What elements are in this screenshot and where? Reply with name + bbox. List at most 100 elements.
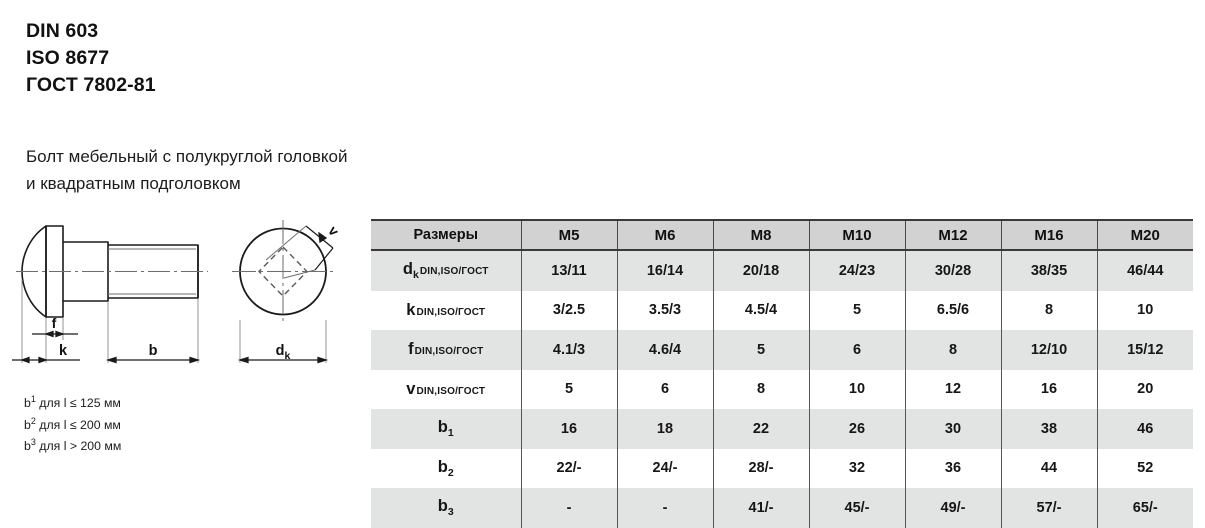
header-col-m20: M20 bbox=[1096, 219, 1193, 251]
cell-m10: 6 bbox=[808, 330, 905, 370]
cell-m20: 15/12 bbox=[1096, 330, 1193, 370]
cell-m8: 20/18 bbox=[712, 250, 809, 291]
row-label-main: b bbox=[437, 497, 448, 516]
cell-m8: 8 bbox=[712, 369, 809, 409]
cell-m5: 4.1/3 bbox=[520, 330, 617, 370]
row-label: b1 bbox=[371, 409, 521, 449]
row-label-subscript: 3 bbox=[447, 506, 454, 519]
table-row: b2 22/- 24/- 28/- 32 36 44 52 bbox=[371, 448, 1193, 488]
row-label-standards: DIN,ISO/ГОСТ bbox=[416, 306, 486, 318]
standards-list: DIN 603 ISO 8677 ГОСТ 7802-81 bbox=[26, 18, 156, 99]
centerline-front-view bbox=[232, 220, 334, 323]
square-neck-dashed bbox=[258, 245, 308, 298]
row-label-subscript: 1 bbox=[447, 427, 454, 440]
cell-m6: - bbox=[616, 488, 713, 528]
row-label: fDIN,ISO/ГОСТ bbox=[371, 330, 521, 370]
cell-m6: 3.5/3 bbox=[616, 290, 713, 330]
cell-m8: 5 bbox=[712, 330, 809, 370]
dimension-label-k: k bbox=[59, 343, 68, 359]
cell-m16: 8 bbox=[1000, 290, 1097, 330]
footnotes: b1 для l ≤ 125 мм b2 для l ≤ 200 мм b3 д… bbox=[24, 391, 121, 456]
cell-m8: 28/- bbox=[712, 448, 809, 488]
header-col-m10: M10 bbox=[808, 219, 905, 251]
cell-m6: 6 bbox=[616, 369, 713, 409]
cell-m5: 5 bbox=[520, 369, 617, 409]
row-label-main: b bbox=[437, 457, 448, 476]
table-row: fDIN,ISO/ГОСТ 4.1/3 4.6/4 5 6 8 12/10 15/12 bbox=[371, 330, 1193, 370]
row-label-main: b bbox=[437, 418, 448, 437]
dimension-line-k bbox=[12, 356, 80, 364]
cell-m12: 8 bbox=[904, 330, 1001, 370]
extension-lines bbox=[21, 280, 327, 363]
cell-m20: 46 bbox=[1096, 409, 1193, 449]
cell-m16: 12/10 bbox=[1000, 330, 1097, 370]
footnote-b1: b1 для l ≤ 125 мм bbox=[24, 394, 121, 411]
row-label: dkDIN,ISO/ГОСТ bbox=[371, 250, 521, 291]
cell-m5: - bbox=[520, 488, 617, 528]
cell-m16: 57/- bbox=[1000, 488, 1097, 528]
cell-m20: 10 bbox=[1096, 290, 1193, 330]
carriage-bolt-drawing: f k b bbox=[8, 200, 368, 380]
bolt-square-neck bbox=[45, 225, 64, 318]
header-col-m5: M5 bbox=[520, 219, 617, 251]
table-row: kDIN,ISO/ГОСТ 3/2.5 3.5/3 4.5/4 5 6.5/6 8 10 bbox=[371, 290, 1193, 330]
cell-m5: 13/11 bbox=[520, 250, 617, 291]
cell-m16: 38/35 bbox=[1000, 250, 1097, 291]
table-row: b1 16 18 22 26 30 38 46 bbox=[371, 409, 1193, 449]
row-label: b3 bbox=[371, 488, 521, 528]
cell-m20: 20 bbox=[1096, 369, 1193, 409]
standard-iso: ISO 8677 bbox=[26, 47, 110, 69]
row-label-main: v bbox=[406, 379, 416, 398]
row-label-main: f bbox=[408, 340, 414, 359]
table-header-row: Размеры M5 M6 M8 M10 M12 M16 M20 bbox=[371, 219, 1193, 251]
cell-m12: 49/- bbox=[904, 488, 1001, 528]
footnote-b3: b3 для l > 200 мм bbox=[24, 437, 122, 454]
cell-m12: 30/28 bbox=[904, 250, 1001, 291]
cell-m12: 36 bbox=[904, 448, 1001, 488]
cell-m5: 16 bbox=[520, 409, 617, 449]
cell-m10: 5 bbox=[808, 290, 905, 330]
standard-gost: ГОСТ 7802-81 bbox=[26, 74, 156, 96]
row-label: vDIN,ISO/ГОСТ bbox=[371, 369, 521, 409]
cell-m8: 41/- bbox=[712, 488, 809, 528]
cell-m20: 46/44 bbox=[1096, 250, 1193, 291]
cell-m8: 22 bbox=[712, 409, 809, 449]
row-label-subscript: k bbox=[412, 269, 419, 282]
bolt-drawing-svg: f k b bbox=[12, 220, 343, 364]
cell-m10: 10 bbox=[808, 369, 905, 409]
header-col-m8: M8 bbox=[712, 219, 809, 251]
cell-m6: 16/14 bbox=[616, 250, 713, 291]
cell-m5: 22/- bbox=[520, 448, 617, 488]
header-dimensions: Размеры bbox=[371, 219, 521, 251]
header-col-m6: M6 bbox=[616, 219, 713, 251]
dimension-label-b: b bbox=[149, 343, 158, 359]
header-col-m12: M12 bbox=[904, 219, 1001, 251]
dimension-line-b bbox=[105, 356, 201, 364]
cell-m16: 16 bbox=[1000, 369, 1097, 409]
cell-m6: 4.6/4 bbox=[616, 330, 713, 370]
dimension-label-dk: dk bbox=[276, 343, 291, 362]
cell-m6: 24/- bbox=[616, 448, 713, 488]
cell-m16: 44 bbox=[1000, 448, 1097, 488]
cell-m12: 6.5/6 bbox=[904, 290, 1001, 330]
cell-m10: 32 bbox=[808, 448, 905, 488]
row-label-main: k bbox=[406, 300, 416, 319]
product-description: Болт мебельный с полукруглой головкой и … bbox=[26, 143, 347, 197]
cell-m10: 24/23 bbox=[808, 250, 905, 291]
dimension-line-dk bbox=[237, 356, 329, 364]
table-body: dkDIN,ISO/ГОСТ 13/11 16/14 20/18 24/23 30/28 3… bbox=[371, 250, 1193, 528]
description-line-2: и квадратным подголовком bbox=[26, 174, 241, 193]
footnote-b2: b2 для l ≤ 200 мм bbox=[24, 415, 121, 432]
row-label: b2 bbox=[371, 448, 521, 488]
row-label-standards: DIN,ISO/ГОСТ bbox=[419, 266, 489, 278]
table-row: vDIN,ISO/ГОСТ 5 6 8 10 12 16 20 bbox=[371, 369, 1193, 409]
row-label-main: d bbox=[402, 260, 413, 279]
cell-m5: 3/2.5 bbox=[520, 290, 617, 330]
specifications-table: Размеры M5 M6 M8 M10 M12 M16 M20 dkDIN,I… bbox=[371, 219, 1193, 528]
row-label: kDIN,ISO/ГОСТ bbox=[371, 290, 521, 330]
dimension-line-f bbox=[32, 330, 78, 338]
cell-m12: 12 bbox=[904, 369, 1001, 409]
row-label-standards: DIN,ISO/ГОСТ bbox=[416, 385, 486, 397]
cell-m16: 38 bbox=[1000, 409, 1097, 449]
cell-m12: 30 bbox=[904, 409, 1001, 449]
